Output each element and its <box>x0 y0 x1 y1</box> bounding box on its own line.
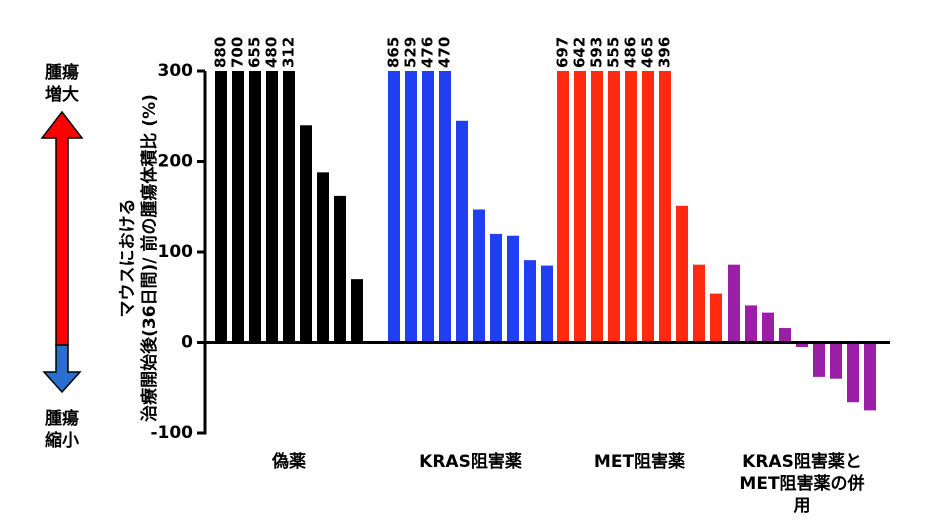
group-label: KRAS阻害薬 <box>419 452 522 472</box>
bar <box>317 172 329 343</box>
value-label: 480 <box>263 37 281 68</box>
bar <box>334 195 346 343</box>
bar <box>249 71 261 343</box>
bar <box>574 71 586 343</box>
bar <box>796 342 808 348</box>
value-label: 312 <box>280 37 298 68</box>
bar <box>847 342 859 403</box>
bar <box>642 71 654 343</box>
group-label: MET阻害薬 <box>593 452 686 472</box>
bar <box>405 71 417 343</box>
y-tick-label: 200 <box>158 152 194 172</box>
value-label: 465 <box>639 37 657 68</box>
y-axis-label: マウスにおける <box>118 199 138 318</box>
annotation: 腫瘍 縮小 <box>45 409 79 451</box>
bar <box>591 71 603 343</box>
bar <box>676 205 688 343</box>
bar <box>779 328 791 343</box>
bar <box>473 209 485 343</box>
group-label: KRAS阻害薬と MET阻害薬の併用 <box>739 452 865 516</box>
bars <box>215 71 876 411</box>
value-label: 642 <box>571 37 589 68</box>
y-tick-label: 0 <box>181 333 193 353</box>
bar <box>608 71 620 343</box>
bar <box>300 125 312 343</box>
bar <box>490 233 502 343</box>
value-label: 396 <box>656 37 674 68</box>
bar <box>388 71 400 343</box>
bar <box>541 265 553 343</box>
decrease-arrow <box>42 344 82 394</box>
value-label: 697 <box>554 37 572 68</box>
value-label: 529 <box>402 37 420 68</box>
bar <box>693 264 705 343</box>
y-tick-label: -100 <box>150 423 193 443</box>
bar <box>507 235 519 343</box>
bar <box>524 260 536 343</box>
bar <box>557 71 569 343</box>
bar <box>830 342 842 379</box>
value-label: 476 <box>419 37 437 68</box>
bar <box>351 279 363 343</box>
bar <box>710 293 722 343</box>
bar <box>439 71 451 343</box>
bar <box>266 71 278 343</box>
bar <box>745 305 757 343</box>
bar <box>728 264 740 343</box>
value-label: 655 <box>246 37 264 68</box>
value-label: 593 <box>588 37 606 68</box>
value-label: 555 <box>605 37 623 68</box>
bar <box>215 71 227 343</box>
increase-arrow <box>40 110 84 346</box>
bar <box>422 71 434 343</box>
y-axis-label: 治療開始後(36日間)/ 前の腫瘍体積比 (%) <box>139 94 160 422</box>
bar <box>283 71 295 343</box>
value-label: 486 <box>622 37 640 68</box>
bar <box>813 342 825 377</box>
group-label: 偽薬 <box>272 452 306 472</box>
bar <box>864 342 876 411</box>
y-tick-label: 100 <box>158 242 194 262</box>
bar <box>762 312 774 343</box>
bar <box>659 71 671 343</box>
value-label: 470 <box>436 37 454 68</box>
value-label: 700 <box>229 37 247 68</box>
annotation: 腫瘍 増大 <box>45 63 79 105</box>
bar <box>232 71 244 343</box>
value-label: 880 <box>212 37 230 68</box>
value-label: 865 <box>385 37 403 68</box>
y-tick-label: 300 <box>158 61 194 81</box>
bar <box>456 120 468 343</box>
bar <box>625 71 637 343</box>
